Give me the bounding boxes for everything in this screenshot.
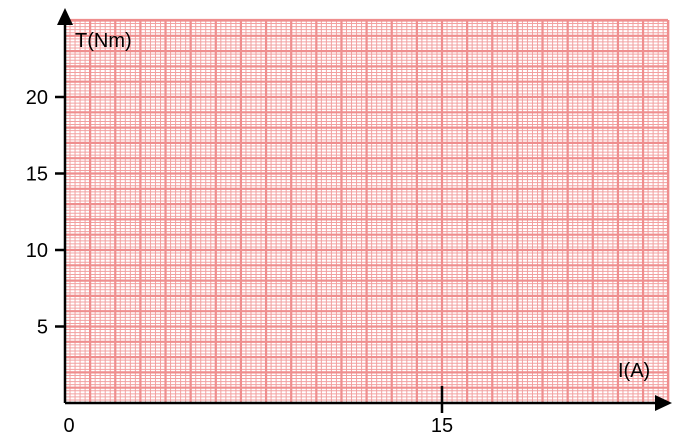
x-axis-label: I(A) <box>618 360 650 382</box>
y-tick-label: 10 <box>26 240 48 262</box>
y-tick-label: 15 <box>26 164 48 186</box>
x-tick-label: 0 <box>63 415 74 437</box>
x-tick-label: 15 <box>431 415 453 437</box>
y-axis-arrowhead <box>57 8 73 25</box>
y-tick-label: 20 <box>26 87 48 109</box>
ticks: 5 10 15 20 0 15 <box>26 87 453 437</box>
grid-paper <box>65 18 670 403</box>
y-tick-label: 5 <box>37 317 48 339</box>
axes <box>57 8 672 411</box>
x-axis-arrowhead <box>655 395 672 411</box>
y-axis-label: T(Nm) <box>75 30 132 52</box>
